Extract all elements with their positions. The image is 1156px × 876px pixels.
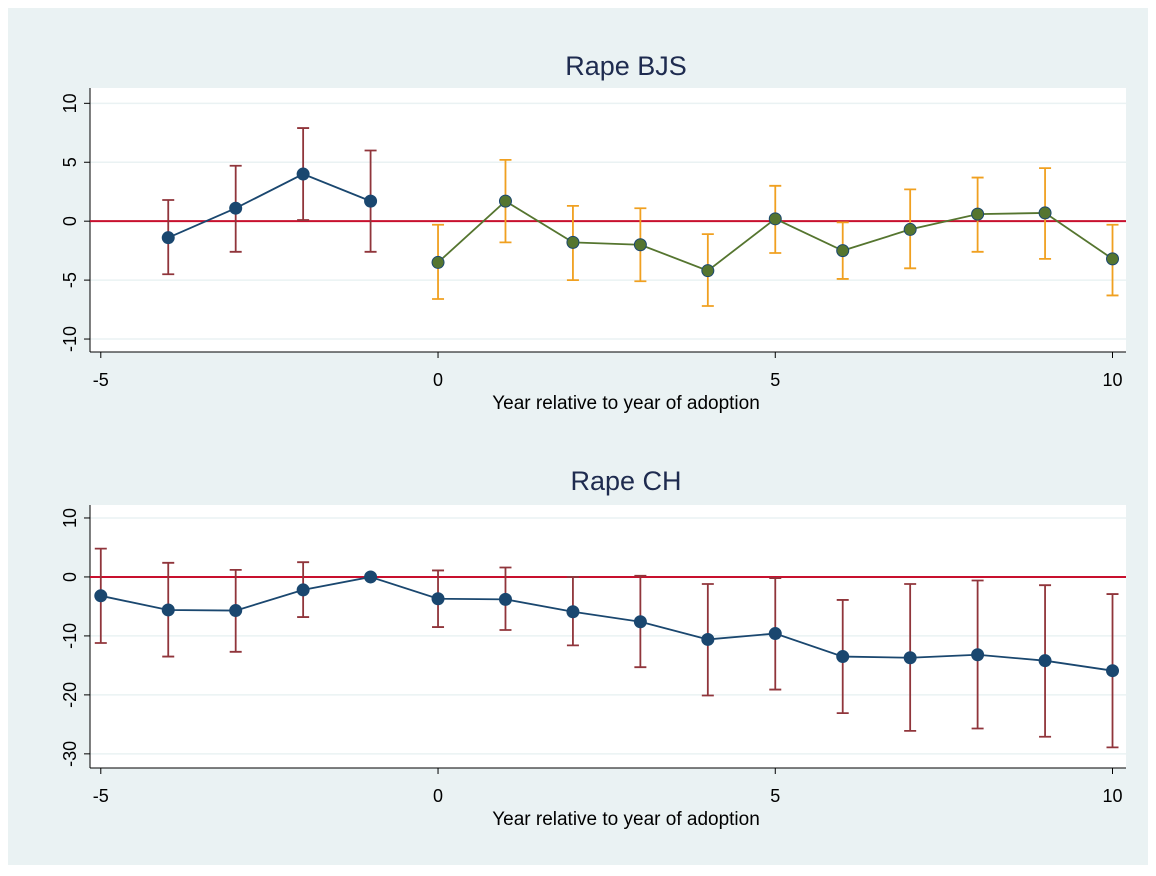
data-point	[633, 615, 647, 629]
y-tick-label: 10	[60, 508, 80, 528]
data-point	[94, 589, 108, 603]
data-point	[701, 264, 715, 278]
x-axis-title: Year relative to year of adoption	[492, 809, 760, 830]
series-line	[100, 576, 1113, 672]
data-point	[296, 167, 310, 181]
data-point	[566, 235, 580, 249]
data-point	[971, 648, 985, 662]
data-point	[1038, 206, 1052, 220]
y-tick-label: 0	[60, 572, 80, 582]
data-point	[836, 244, 850, 258]
data-point	[431, 592, 445, 606]
x-axis-title: Year relative to year of adoption	[492, 393, 760, 414]
y-tick-label: -20	[60, 682, 80, 708]
x-tick-label: 0	[433, 786, 443, 806]
y-tick-label: -5	[60, 272, 80, 288]
chart-title: Rape CH	[570, 466, 681, 496]
data-point	[431, 255, 445, 269]
data-point	[364, 570, 378, 584]
data-point	[903, 222, 917, 236]
data-point	[903, 651, 917, 665]
y-tick-label: 0	[60, 216, 80, 226]
data-point	[296, 583, 310, 597]
data-point	[229, 604, 243, 618]
x-tick-label: 5	[770, 370, 780, 390]
y-tick-label: -10	[60, 326, 80, 352]
data-point	[498, 592, 512, 606]
data-point	[229, 201, 243, 215]
y-tick-label: 10	[60, 93, 80, 113]
data-point	[701, 632, 715, 646]
x-tick-label: -5	[93, 370, 109, 390]
data-point	[971, 207, 985, 221]
data-point	[161, 231, 175, 245]
data-point	[768, 627, 782, 641]
x-tick-label: 5	[770, 786, 780, 806]
chart-title: Rape BJS	[565, 51, 687, 81]
y-tick-label: 5	[60, 157, 80, 167]
data-point	[768, 212, 782, 226]
data-point	[161, 603, 175, 617]
x-tick-label: -5	[93, 786, 109, 806]
data-point	[498, 194, 512, 208]
data-point	[1038, 654, 1052, 668]
data-point	[364, 194, 378, 208]
x-tick-label: 10	[1102, 786, 1122, 806]
y-tick-label: -10	[60, 623, 80, 649]
plot-region	[90, 88, 1126, 352]
data-point	[633, 238, 647, 252]
data-point	[836, 650, 850, 664]
y-tick-label: -30	[60, 741, 80, 767]
data-point	[1106, 252, 1120, 266]
data-point	[566, 605, 580, 619]
data-point	[1106, 664, 1120, 678]
x-tick-label: 10	[1102, 370, 1122, 390]
series-line	[167, 173, 371, 239]
x-tick-label: 0	[433, 370, 443, 390]
